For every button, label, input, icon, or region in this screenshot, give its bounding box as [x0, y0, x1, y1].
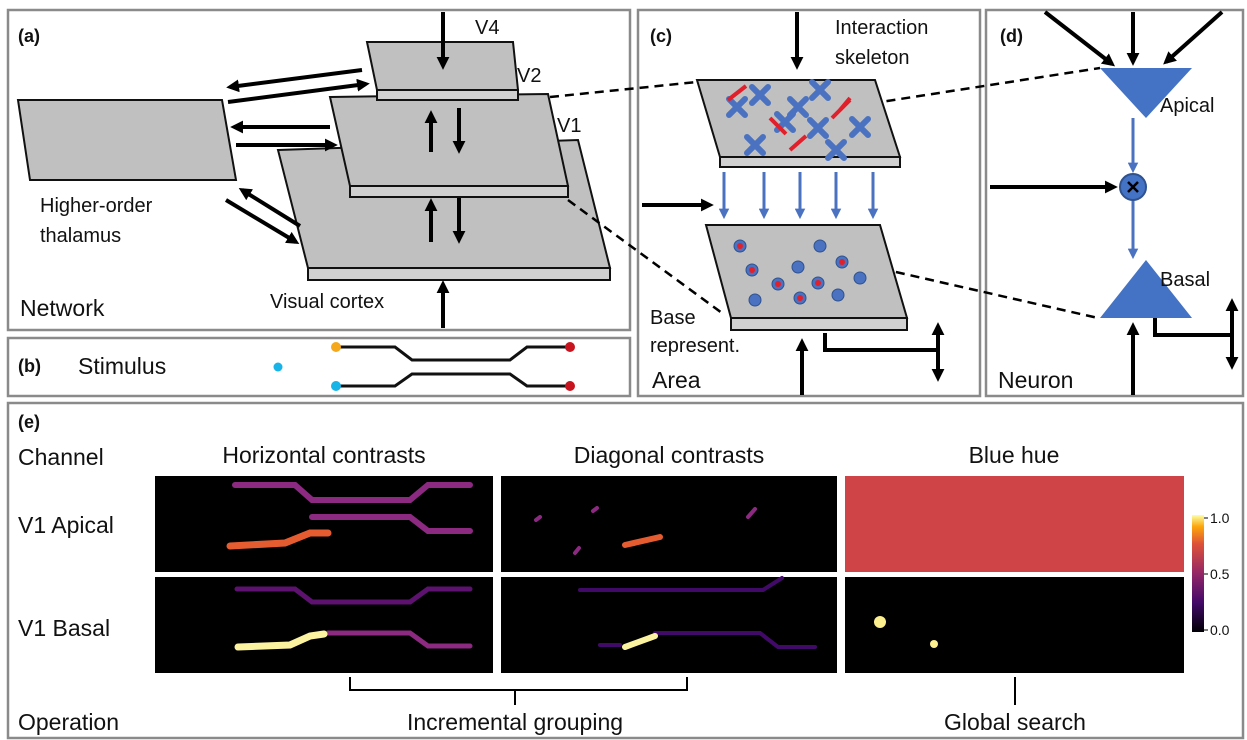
- base-node: [749, 294, 761, 306]
- bracket: [350, 677, 687, 690]
- arrow: [1045, 12, 1112, 64]
- operation-header: Operation: [18, 709, 119, 735]
- colorbar-tick-label: 0.0: [1210, 622, 1230, 638]
- base-node: [832, 289, 844, 301]
- heatmap: [501, 476, 837, 572]
- base-node-center: [797, 295, 803, 301]
- row-label: V1 Basal: [18, 615, 110, 641]
- body: (a) V4 V2 V1 Higher-order thalamus Visua…: [0, 0, 1247, 740]
- colorbar-tick-label: 1.0: [1210, 510, 1230, 526]
- activity: [874, 616, 886, 628]
- basal-label: Basal: [1160, 269, 1210, 291]
- thalamus-label: thalamus: [40, 225, 121, 247]
- curve-end: [565, 381, 575, 391]
- panel-label: (d): [1000, 26, 1023, 46]
- thalamus-label: Higher-order: [40, 195, 153, 217]
- stimulus-curve: [336, 374, 570, 386]
- arrow: [1166, 12, 1222, 62]
- channel-name: Diagonal contrasts: [574, 442, 765, 468]
- colorbar-tick-label: 0.5: [1210, 566, 1230, 582]
- base-plane: [706, 225, 907, 318]
- channel-name: Blue hue: [969, 442, 1060, 468]
- base-node-center: [839, 259, 845, 265]
- base-node: [854, 272, 866, 284]
- base-label: Base: [650, 307, 696, 329]
- panel-b: (b) Stimulus: [18, 342, 575, 391]
- curve-end: [331, 381, 341, 391]
- skeleton-label: skeleton: [835, 47, 910, 69]
- page: Figure {"panels": { "a": {"label": "(a)"…: [0, 0, 1247, 740]
- heatmap: [155, 476, 493, 572]
- activity: [930, 640, 938, 648]
- base-node-center: [815, 280, 821, 286]
- area-label: V2: [517, 65, 541, 87]
- v2-slab: [350, 186, 568, 197]
- panel-caption: Stimulus: [78, 353, 166, 379]
- stimulus-curve: [336, 347, 570, 360]
- heatmap: [845, 476, 1184, 572]
- base-node: [814, 240, 826, 252]
- curve-end: [565, 342, 575, 352]
- v2-plane: [330, 94, 568, 186]
- panel-d: (d) Apical Basal Neuron: [990, 12, 1232, 395]
- base-node: [792, 261, 804, 273]
- area-label: V4: [475, 17, 499, 39]
- arrow: [226, 200, 296, 242]
- base-node-center: [749, 267, 755, 273]
- fixation-dot: [274, 363, 283, 372]
- area-label: V1: [557, 115, 581, 137]
- panel-label: (b): [18, 356, 41, 376]
- panel-d-frame: [986, 10, 1243, 396]
- panel-label: (e): [18, 412, 40, 432]
- base-node-center: [775, 281, 781, 287]
- colorbar: [1192, 515, 1204, 632]
- curve-end: [331, 342, 341, 352]
- operation-name: Incremental grouping: [407, 709, 623, 735]
- skeleton-label: Interaction: [835, 17, 928, 39]
- base-label: represent.: [650, 335, 740, 357]
- apical-label: Apical: [1160, 95, 1214, 117]
- v4-slab: [377, 90, 518, 100]
- panel-caption: Network: [20, 295, 105, 321]
- v1-slab: [308, 268, 610, 280]
- arrow: [1155, 318, 1232, 335]
- arrow: [825, 333, 938, 350]
- cortex-label: Visual cortex: [270, 291, 384, 313]
- row-label: V1 Apical: [18, 512, 114, 538]
- figure: (a) V4 V2 V1 Higher-order thalamus Visua…: [0, 0, 1247, 740]
- panel-label: (c): [650, 26, 672, 46]
- operation-name: Global search: [944, 709, 1086, 735]
- base-slab: [731, 318, 907, 330]
- panel-a: (a) V4 V2 V1 Higher-order thalamus Visua…: [18, 12, 610, 328]
- heatmap: [845, 577, 1184, 673]
- panel-c: (c) Interaction skeleton Base represent.…: [642, 12, 938, 395]
- skeleton-slab: [720, 157, 900, 167]
- channel-name: Horizontal contrasts: [222, 442, 425, 468]
- panel-caption: Neuron: [998, 367, 1073, 393]
- panel-caption: Area: [652, 367, 701, 393]
- base-node-center: [737, 243, 743, 249]
- connector: [550, 82, 697, 97]
- thalamus-plane: [18, 100, 236, 180]
- panel-label: (a): [18, 26, 40, 46]
- panel-e: (e) Channel Horizontal contrasts Diagona…: [18, 412, 1230, 735]
- channel-header: Channel: [18, 444, 104, 470]
- arrow: [230, 70, 362, 87]
